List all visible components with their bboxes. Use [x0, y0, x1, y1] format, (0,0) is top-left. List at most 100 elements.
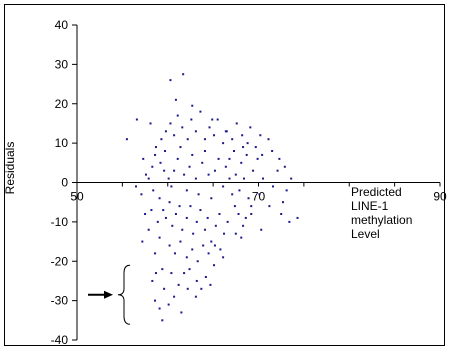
- data-point: [194, 295, 197, 298]
- data-point: [242, 224, 245, 227]
- data-point: [190, 118, 193, 121]
- data-point: [244, 216, 247, 219]
- data-point: [189, 205, 192, 208]
- data-point: [245, 153, 248, 156]
- data-point: [280, 213, 283, 215]
- data-point: [240, 236, 243, 239]
- data-point: [167, 177, 170, 180]
- data-point: [283, 165, 286, 168]
- data-point: [161, 319, 164, 322]
- data-point: [209, 283, 212, 286]
- data-point: [256, 157, 259, 160]
- data-point: [163, 287, 166, 290]
- data-point: [174, 213, 177, 215]
- data-point: [242, 146, 245, 149]
- data-point: [194, 177, 197, 180]
- data-point: [171, 224, 174, 227]
- x-tick-label: 90: [433, 190, 447, 204]
- data-point: [154, 299, 157, 302]
- data-point: [258, 193, 261, 196]
- y-tick-label: -40: [51, 333, 69, 347]
- data-point: [191, 153, 194, 156]
- data-point: [222, 185, 225, 188]
- data-point: [158, 307, 161, 310]
- x-axis-title-line: LINE-1: [351, 199, 389, 213]
- data-point: [158, 236, 161, 239]
- data-point: [195, 220, 198, 223]
- data-points: [125, 73, 299, 322]
- data-point: [164, 130, 167, 133]
- data-point: [173, 169, 176, 172]
- data-point: [217, 157, 220, 160]
- data-point: [151, 165, 154, 168]
- data-point: [224, 165, 227, 168]
- data-point: [181, 126, 184, 129]
- data-point: [144, 213, 147, 215]
- y-tick-label: 20: [55, 97, 69, 111]
- data-point: [182, 73, 185, 76]
- data-point: [169, 79, 172, 82]
- data-point: [262, 177, 265, 180]
- data-point: [188, 268, 191, 271]
- data-point: [135, 118, 138, 121]
- x-tick-label: 70: [252, 190, 266, 204]
- data-point: [173, 134, 176, 137]
- data-point: [170, 185, 173, 188]
- data-point: [213, 244, 216, 247]
- data-point: [194, 130, 197, 133]
- data-point: [210, 197, 213, 200]
- data-point: [206, 216, 209, 219]
- data-point: [141, 240, 144, 243]
- y-tick-labels: 40 30 20 10 0 -10 -20 -30 -40: [51, 18, 69, 347]
- data-point: [169, 122, 172, 125]
- data-point: [261, 153, 264, 156]
- x-axis-title-line: Predicted: [351, 185, 402, 199]
- data-point: [235, 122, 238, 125]
- data-point: [234, 173, 237, 176]
- data-point: [203, 150, 206, 152]
- data-point: [247, 197, 250, 200]
- data-point: [186, 287, 189, 290]
- data-point: [226, 220, 229, 223]
- data-point: [268, 205, 271, 208]
- x-tick-marks: [76, 182, 441, 187]
- y-tick-marks: [72, 24, 77, 341]
- data-point: [216, 118, 219, 121]
- data-point: [154, 146, 157, 149]
- y-tick-label: 10: [55, 136, 69, 150]
- data-point: [197, 193, 200, 196]
- y-tick-label: 40: [55, 18, 69, 32]
- data-point: [181, 228, 184, 231]
- data-point: [192, 232, 195, 235]
- data-point: [260, 228, 263, 231]
- data-point: [271, 150, 274, 152]
- data-point: [202, 244, 205, 247]
- data-point: [164, 150, 167, 152]
- data-point: [125, 138, 128, 141]
- data-point: [176, 157, 179, 160]
- data-point: [140, 193, 143, 196]
- data-point: [276, 169, 279, 172]
- data-point: [178, 205, 181, 208]
- data-point: [163, 169, 166, 172]
- data-point: [237, 213, 240, 215]
- data-point: [183, 272, 186, 275]
- data-point: [185, 216, 188, 219]
- data-point: [149, 122, 152, 125]
- data-point: [249, 126, 252, 129]
- data-point: [154, 252, 157, 255]
- data-point: [134, 185, 137, 188]
- data-point: [282, 201, 285, 204]
- data-point: [210, 240, 213, 243]
- data-point: [203, 138, 206, 141]
- data-point: [228, 177, 231, 180]
- data-point: [180, 311, 183, 314]
- data-point: [188, 165, 191, 168]
- data-point: [252, 169, 255, 172]
- data-point: [211, 118, 214, 121]
- x-tick-labels: 50 70 90: [70, 190, 447, 204]
- y-tick-label: -20: [51, 254, 69, 268]
- data-point: [174, 252, 177, 255]
- data-point: [164, 216, 167, 219]
